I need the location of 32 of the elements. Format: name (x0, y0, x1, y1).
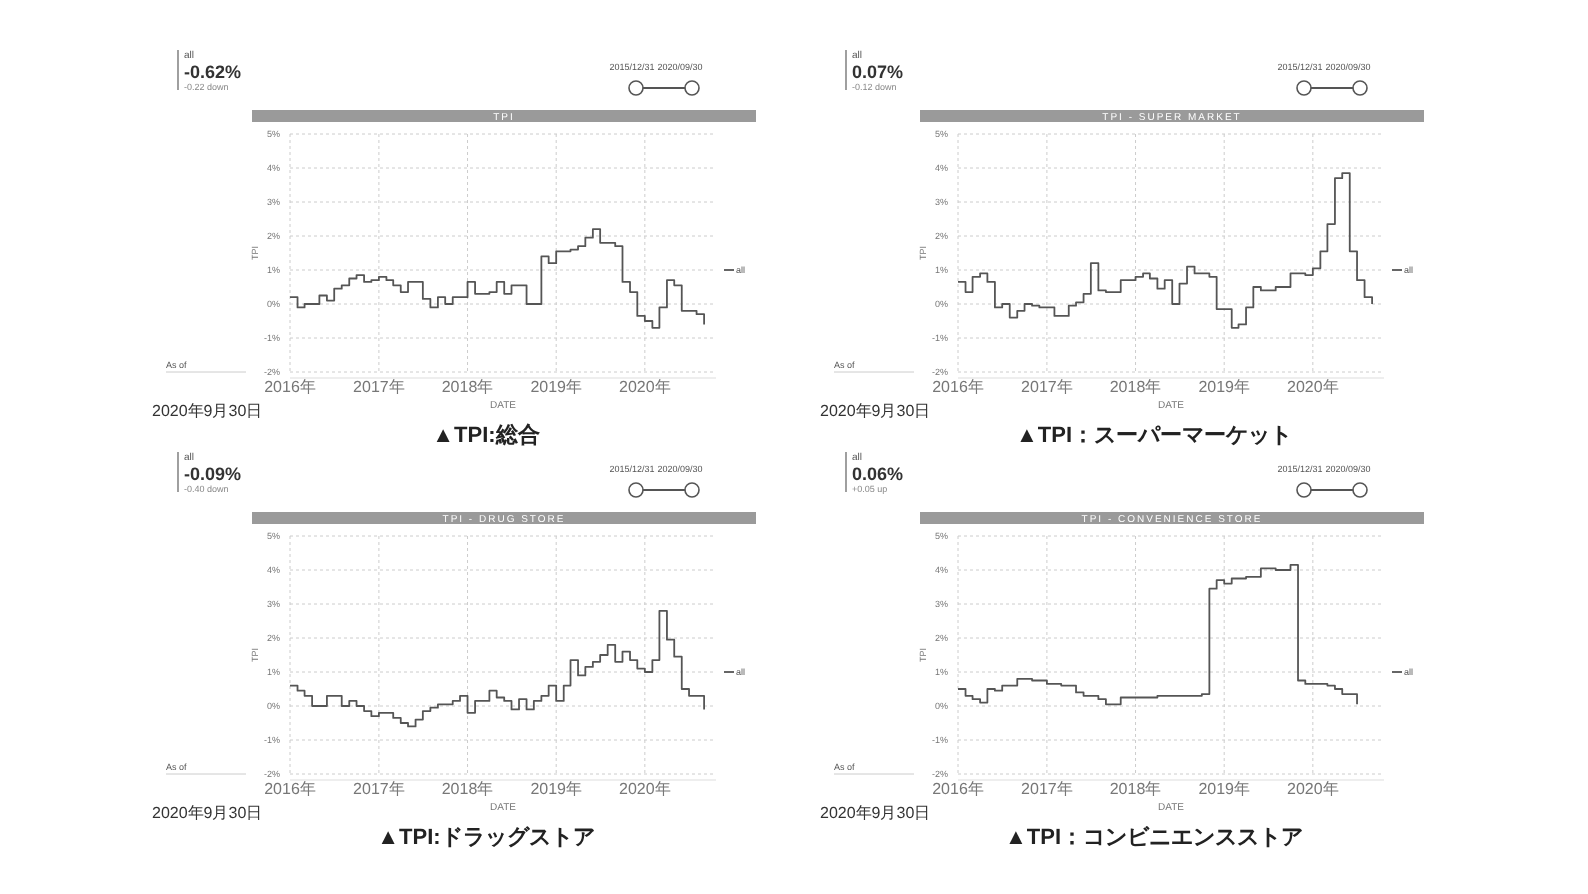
x-tick-label: 2020年 (1287, 780, 1339, 798)
x-tick-label: 2019年 (1198, 780, 1250, 798)
text: ▲TPI:ドラッグストア (377, 826, 595, 850)
x-tick-label: 2017年 (353, 780, 405, 798)
text: ▲TPI:総合 (432, 422, 542, 448)
text: 2020年9月30日 (152, 402, 263, 420)
x-tick-label: 2018年 (1109, 378, 1162, 396)
x-tick-label: 2016年 (932, 780, 984, 798)
text: ▲TPI：コンビニエンスストア (1005, 824, 1303, 850)
x-tick-label: 2020年 (1287, 378, 1339, 396)
x-tick-label: 2017年 (1021, 378, 1073, 396)
x-tick-label: 2016年 (932, 378, 984, 396)
x-tick-label: 2019年 (1198, 378, 1250, 396)
x-tick-label: 2017年 (1021, 780, 1073, 798)
x-tick-label: 2016年 (264, 378, 316, 396)
x-tick-label: 2018年 (441, 378, 494, 396)
text: 2020年9月30日 (820, 402, 931, 420)
x-tick-label: 2020年 (619, 780, 671, 798)
x-tick-label: 2020年 (619, 378, 671, 396)
text: -0.09% (184, 464, 242, 484)
text: ▲TPI：スーパーマーケット (1016, 424, 1292, 448)
x-tick-label: 2018年 (441, 780, 494, 798)
text: -0.62% (184, 62, 242, 82)
text: 0.06% (852, 464, 904, 484)
x-tick-label: 2019年 (530, 780, 582, 798)
text: 0.07% (852, 62, 904, 82)
x-tick-label: 2018年 (1109, 780, 1162, 798)
x-tick-label: 2017年 (353, 378, 405, 396)
x-tick-label: 2016年 (264, 780, 316, 798)
x-tick-label: 2019年 (530, 378, 582, 396)
text: 2020年9月30日 (152, 804, 263, 822)
text: 2020年9月30日 (820, 804, 931, 822)
